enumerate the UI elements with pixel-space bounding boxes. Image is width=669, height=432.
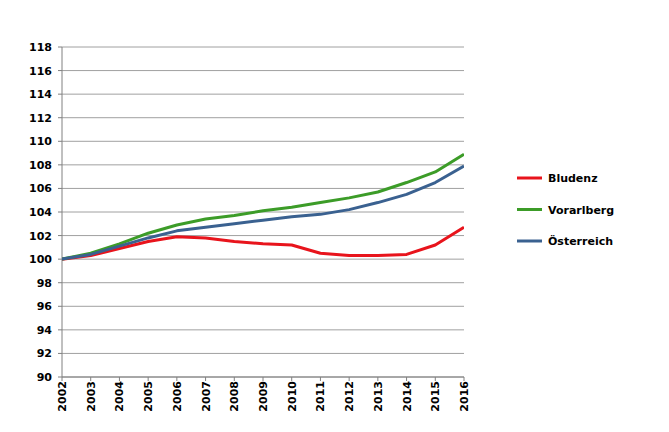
y-tick [58, 282, 62, 283]
x-tick-label: 2002 [56, 381, 69, 412]
legend-label: Vorarlberg [548, 204, 614, 217]
y-tick-label: 90 [37, 371, 53, 384]
y-axis [62, 47, 63, 377]
chart-svg: 90 92 94 96 98 100 102 104 106 108 110 112 114 116 118… [0, 0, 669, 432]
x-tick-label: 2011 [314, 381, 327, 412]
y-tick-label: 98 [37, 277, 52, 290]
x-tick-label: 2015 [429, 381, 442, 412]
x-tick [205, 377, 206, 381]
legend-label: Bludenz [548, 172, 598, 185]
grid-line [62, 164, 464, 165]
y-tick-label: 118 [29, 41, 52, 54]
y-tick [58, 353, 62, 354]
y-tick [58, 259, 62, 260]
series-line [62, 154, 464, 259]
grid-line [62, 259, 464, 260]
legend-swatch [517, 177, 542, 180]
x-tick-label: 2004 [113, 381, 126, 412]
y-tick-label: 116 [29, 65, 52, 78]
plot-area [62, 154, 464, 259]
x-tick [234, 377, 235, 381]
y-tick [58, 212, 62, 213]
x-tick-label: 2016 [458, 381, 471, 412]
series-line [62, 166, 464, 259]
grid-line [62, 353, 464, 354]
grid-line [62, 329, 464, 330]
grid-line [62, 47, 464, 48]
x-tick [349, 377, 350, 381]
y-tick-label: 104 [29, 206, 52, 219]
x-tick [320, 377, 321, 381]
x-tick-label: 2003 [85, 381, 98, 412]
x-tick-label: 2012 [343, 381, 356, 412]
x-tick [406, 377, 407, 381]
y-tick-label: 100 [29, 253, 52, 266]
grid-line [62, 117, 464, 118]
y-tick [58, 164, 62, 165]
y-tick [58, 235, 62, 236]
x-tick [263, 377, 264, 381]
x-tick [435, 377, 436, 381]
x-tick [90, 377, 91, 381]
y-tick-label: 102 [29, 230, 52, 243]
x-tick [377, 377, 378, 381]
grid-line [62, 235, 464, 236]
x-tick [176, 377, 177, 381]
y-tick [58, 70, 62, 71]
grid-line [62, 141, 464, 142]
x-tick [464, 377, 465, 381]
x-tick-label: 2008 [228, 381, 241, 412]
x-tick-label: 2007 [200, 381, 213, 412]
y-tick [58, 306, 62, 307]
legend-swatch [517, 208, 542, 211]
y-tick [58, 141, 62, 142]
x-tick [62, 377, 63, 381]
grid-line [62, 306, 464, 307]
y-tick [58, 188, 62, 189]
x-tick-label: 2006 [171, 381, 184, 412]
y-tick-label: 114 [29, 88, 52, 101]
grid-line [62, 70, 464, 71]
y-tick [58, 377, 62, 378]
chart-root: 90 92 94 96 98 100 102 104 106 108 110 112 114 116 118… [0, 0, 669, 432]
y-tick [58, 94, 62, 95]
y-tick-label: 112 [29, 112, 52, 125]
legend-label: Österreich [548, 234, 613, 248]
y-tick [58, 47, 62, 48]
y-tick-label: 92 [37, 347, 52, 360]
y-tick-label: 96 [37, 300, 53, 313]
y-tick-label: 110 [29, 135, 52, 148]
legend-swatch [517, 240, 542, 243]
x-tick [119, 377, 120, 381]
y-tick-label: 108 [29, 159, 52, 172]
x-tick-label: 2010 [286, 381, 299, 412]
x-tick [148, 377, 149, 381]
grid-line [62, 282, 464, 283]
x-tick-label: 2013 [372, 381, 385, 412]
y-tick-label: 106 [29, 182, 52, 195]
x-tick [291, 377, 292, 381]
grid-line [62, 188, 464, 189]
y-tick [58, 329, 62, 330]
grid-line [62, 94, 464, 95]
x-tick-label: 2014 [401, 381, 414, 412]
x-tick-label: 2005 [142, 381, 155, 412]
x-tick-label: 2009 [257, 381, 270, 412]
y-tick [58, 117, 62, 118]
y-tick-label: 94 [37, 324, 53, 337]
